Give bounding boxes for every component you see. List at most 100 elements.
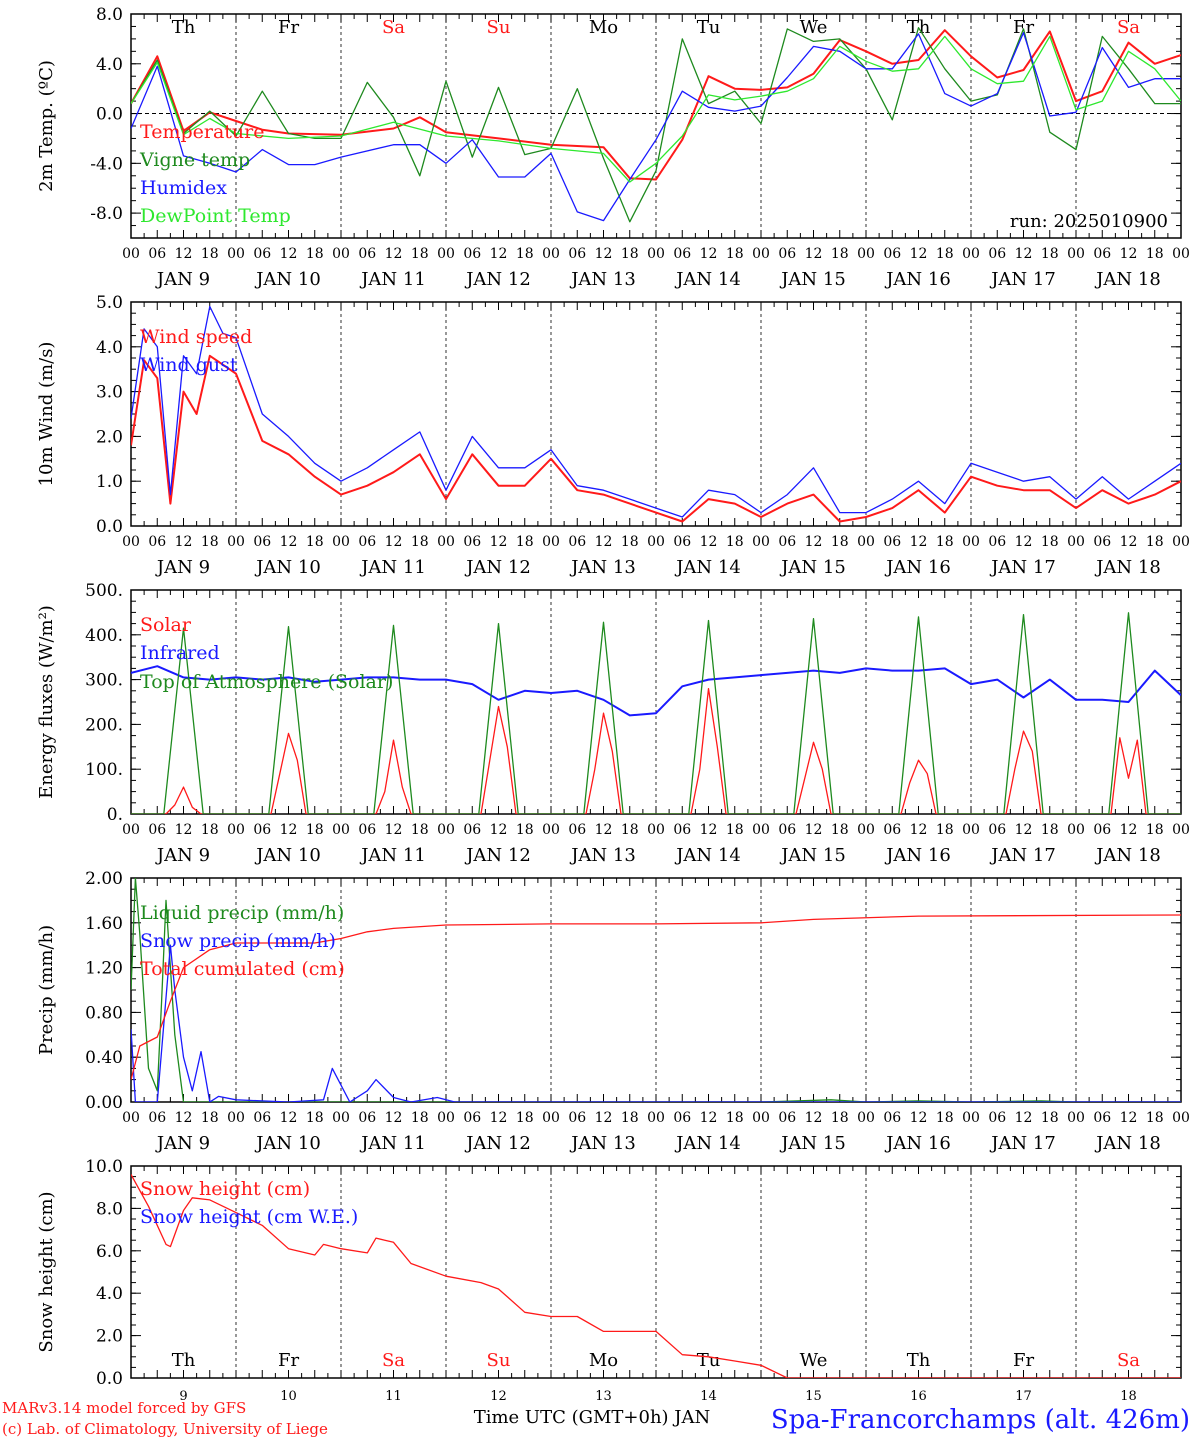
x-hour-label: 00 [332, 246, 350, 262]
y-tick-label: 8.0 [96, 5, 123, 25]
x-hour-label: 18 [726, 1110, 744, 1126]
x-day-number: 17 [1015, 1389, 1032, 1404]
x-date-label: JAN 10 [254, 845, 321, 866]
x-hour-label: 06 [253, 246, 271, 262]
x-hour-label: 00 [227, 534, 245, 550]
y-tick-label: 1.20 [85, 959, 123, 979]
legend-entry: Temperature [140, 121, 264, 143]
day-letter: Th [172, 17, 196, 38]
x-date-label: JAN 18 [1094, 845, 1161, 866]
credit-line-1: MARv3.14 model forced by GFS [2, 1399, 246, 1417]
x-hour-label: 00 [1067, 1110, 1085, 1126]
y-tick-label: 8.0 [96, 1199, 123, 1219]
y-tick-label: 400. [85, 626, 123, 646]
series-group [131, 305, 1181, 523]
x-hour-label: 12 [1120, 246, 1138, 262]
x-date-label: JAN 9 [155, 845, 210, 866]
day-letter: Mo [589, 1350, 618, 1371]
x-hour-label: 12 [700, 822, 718, 838]
x-hour-label: 00 [1172, 534, 1190, 550]
x-hour-label: 12 [490, 534, 508, 550]
x-hour-label: 12 [490, 1110, 508, 1126]
x-hour-label: 18 [201, 1110, 219, 1126]
x-hour-label: 06 [463, 822, 481, 838]
x-date-label: JAN 9 [155, 1133, 210, 1154]
x-hour-label: 06 [568, 822, 586, 838]
x-hour-label: 12 [805, 822, 823, 838]
x-hour-label: 00 [962, 246, 980, 262]
x-hour-label: 00 [1067, 822, 1085, 838]
x-date-label: JAN 12 [464, 1133, 531, 1154]
panel-2: 5.0 4.0 3.0 2.0 1.0 0.0 10m Wind (m/s) 00 06 12 18… [36, 293, 1190, 578]
x-hour-label: 06 [673, 1110, 691, 1126]
x-hour-label: 12 [910, 534, 928, 550]
x-hour-label: 18 [726, 822, 744, 838]
x-hour-label: 18 [726, 246, 744, 262]
x-hour-label: 06 [148, 822, 166, 838]
legend-entry: Vigne temp [139, 149, 250, 171]
x-day-number: 11 [385, 1389, 402, 1404]
x-hour-label: 12 [385, 1110, 403, 1126]
x-hour-label: 12 [1015, 1110, 1033, 1126]
x-date-label: JAN 17 [989, 269, 1056, 290]
day-letter: We [800, 1350, 828, 1371]
x-hour-label: 12 [595, 534, 613, 550]
x-hour-label: 18 [201, 246, 219, 262]
x-hour-label: 00 [1172, 1110, 1190, 1126]
x-hour-label: 00 [332, 534, 350, 550]
legend-entry: Solar [140, 614, 192, 636]
x-date-label: JAN 17 [989, 1133, 1056, 1154]
y-tick-label: 300. [85, 671, 123, 691]
x-hour-label: 06 [358, 1110, 376, 1126]
x-hour-label: 06 [1093, 822, 1111, 838]
x-hour-label: 00 [542, 822, 560, 838]
series-line-wind-speed [131, 354, 1181, 523]
x-hour-label: 18 [936, 534, 954, 550]
series-group [131, 878, 1181, 1102]
series-group [131, 27, 1181, 223]
x-date-label: JAN 14 [674, 1133, 741, 1154]
x-hour-label: 18 [621, 822, 639, 838]
x-date-label: JAN 16 [884, 845, 951, 866]
x-date-label: JAN 18 [1094, 557, 1161, 578]
x-hour-label: 00 [437, 1110, 455, 1126]
legend-entry: DewPoint Temp [140, 205, 291, 227]
x-hour-label: 00 [332, 1110, 350, 1126]
panel-5: 10.0 8.0 6.0 4.0 2.0 0.0 Snow height (cm) Th Fr S… [36, 1157, 1182, 1404]
x-hour-label: 12 [1120, 534, 1138, 550]
x-hour-label: 06 [988, 534, 1006, 550]
x-date-label: JAN 12 [464, 269, 531, 290]
x-day-number: 15 [805, 1389, 822, 1404]
x-date-label: JAN 13 [569, 269, 636, 290]
x-date-label: JAN 11 [359, 845, 426, 866]
x-hour-label: 18 [411, 822, 429, 838]
x-hour-label: 00 [962, 1110, 980, 1126]
x-date-label: JAN 11 [359, 1133, 426, 1154]
x-date-label: JAN 10 [254, 1133, 321, 1154]
x-hour-label: 12 [280, 1110, 298, 1126]
series-line-snow-precip-mm-h- [131, 944, 1181, 1102]
x-hour-label: 06 [883, 1110, 901, 1126]
x-hour-label: 18 [831, 246, 849, 262]
x-date-label: JAN 9 [155, 557, 210, 578]
series-line-total-cumulated-cm- [131, 914, 1181, 1080]
legend-entry: Top of Atmosphere (Solar) [140, 671, 393, 693]
x-hour-label: 06 [778, 246, 796, 262]
day-letter: Tu [697, 1350, 721, 1371]
x-hour-label: 18 [201, 534, 219, 550]
day-letter: Su [487, 1350, 511, 1371]
x-hour-label: 06 [1093, 1110, 1111, 1126]
x-hour-label: 12 [1120, 822, 1138, 838]
legend-entry: Liquid precip (mm/h) [140, 902, 344, 924]
x-hour-label: 12 [175, 822, 193, 838]
x-hour-label: 00 [1172, 822, 1190, 838]
legend-entry: Total cumulated (cm) [140, 958, 345, 980]
x-hour-label: 12 [1015, 246, 1033, 262]
x-hour-label: 12 [1120, 1110, 1138, 1126]
series-line-humidex [131, 32, 1181, 222]
x-date-label: JAN 9 [155, 269, 210, 290]
day-letter: Th [172, 1350, 196, 1371]
y-tick-label: 0. [107, 805, 123, 825]
x-hour-label: 12 [700, 1110, 718, 1126]
x-hour-label: 00 [752, 822, 770, 838]
